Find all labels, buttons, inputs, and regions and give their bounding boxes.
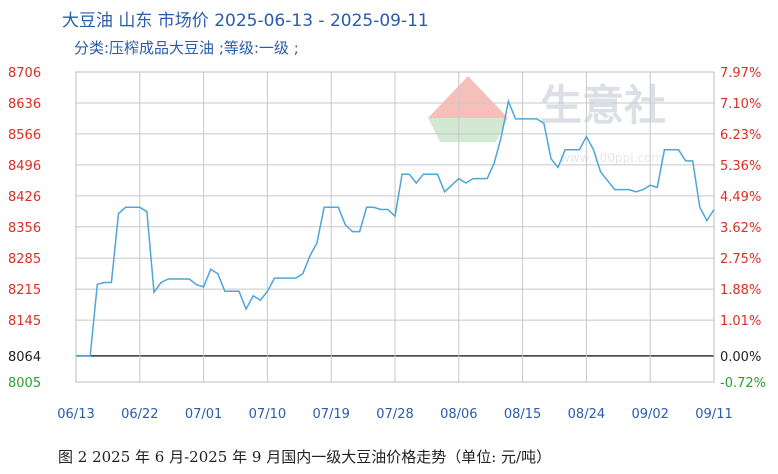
y-tick-right: 7.97% [720, 66, 761, 81]
y-axis-right: 7.97% 7.10% 6.23% 5.36% 4.49% 3.62% 2.75% 1.88%… [720, 66, 766, 391]
y-tick-right: 4.49% [720, 190, 761, 205]
y-tick-left: 8496 [8, 159, 41, 174]
y-tick-right: 2.75% [720, 252, 761, 267]
y-tick-left: 8064 [8, 350, 41, 365]
y-tick-left: 8215 [8, 283, 41, 298]
x-tick-label: 06/13 [57, 407, 94, 422]
x-axis: 06/13 06/22 07/01 07/10 07/19 07/28 08/06 08/15… [57, 407, 732, 422]
y-tick-right: 1.88% [720, 283, 761, 298]
y-tick-right: 6.23% [720, 128, 761, 143]
y-axis-left: 8706 8636 8566 8496 8426 8356 8285 8215 8145 8064… [8, 66, 41, 391]
x-tick-label: 07/01 [185, 407, 222, 422]
x-tick-label: 06/22 [121, 407, 158, 422]
y-tick-right: 7.10% [720, 97, 761, 112]
watermark-text: 生意社 [540, 81, 666, 130]
watermark-url: www.100ppi.com [560, 151, 663, 165]
y-tick-left: 8285 [8, 252, 41, 267]
watermark-logo-icon [428, 76, 508, 118]
y-tick-left: 8636 [8, 97, 41, 112]
y-tick-right: 1.01% [720, 314, 761, 329]
x-tick-label: 07/19 [312, 407, 349, 422]
chart-subtitle: 分类:压榨成品大豆油 ;等级:一级 ; [74, 39, 299, 57]
series-line [76, 98, 715, 357]
y-tick-left: 8706 [8, 66, 41, 81]
figure-caption: 图 2 2025 年 6 月-2025 年 9 月国内一级大豆油价格走势（单位:… [58, 448, 551, 466]
y-tick-right: 3.62% [720, 221, 761, 236]
x-tick-label: 07/28 [376, 407, 413, 422]
y-tick-left: 8566 [8, 128, 41, 143]
x-tick-label: 08/06 [440, 407, 477, 422]
grid [76, 72, 714, 382]
y-tick-left: 8005 [8, 376, 41, 391]
x-tick-label: 09/02 [631, 407, 668, 422]
x-tick-label: 08/24 [568, 407, 605, 422]
plot-frame [75, 71, 715, 383]
y-tick-right: 0.00% [720, 350, 761, 365]
watermark-logo-base-icon [428, 118, 508, 142]
chart-title: 大豆油 山东 市场价 2025-06-13 - 2025-09-11 [62, 11, 429, 31]
y-tick-left: 8426 [8, 190, 41, 205]
x-tick-label: 08/15 [504, 407, 541, 422]
y-tick-left: 8145 [8, 314, 41, 329]
y-tick-right: -0.72% [720, 376, 766, 391]
x-tick-label: 09/11 [695, 407, 732, 422]
y-tick-left: 8356 [8, 221, 41, 236]
y-tick-right: 5.36% [720, 159, 761, 174]
watermark: 生意社 www.100ppi.com [428, 76, 666, 165]
x-tick-label: 07/10 [249, 407, 286, 422]
